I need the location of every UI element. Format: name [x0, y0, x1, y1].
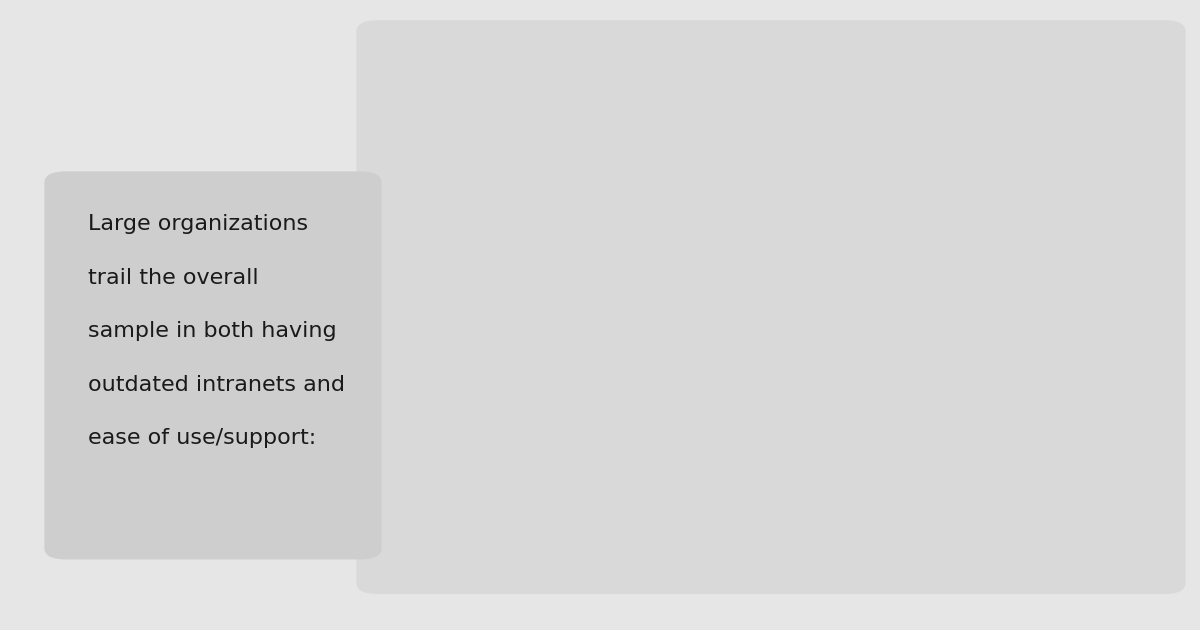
Bar — [950, 444, 1078, 491]
Text: outdated intranets and: outdated intranets and — [88, 375, 344, 395]
Text: Large organizations: Large organizations — [88, 214, 307, 234]
Text: 9%: 9% — [1000, 420, 1028, 438]
Text: trail the overall: trail the overall — [88, 268, 258, 288]
Text: ease of use/support:: ease of use/support: — [88, 428, 316, 449]
Text: 26%: 26% — [775, 331, 815, 348]
Text: sample in both having: sample in both having — [88, 321, 336, 341]
Bar — [732, 355, 858, 491]
Text: 61%: 61% — [557, 147, 596, 165]
Bar — [512, 171, 640, 491]
